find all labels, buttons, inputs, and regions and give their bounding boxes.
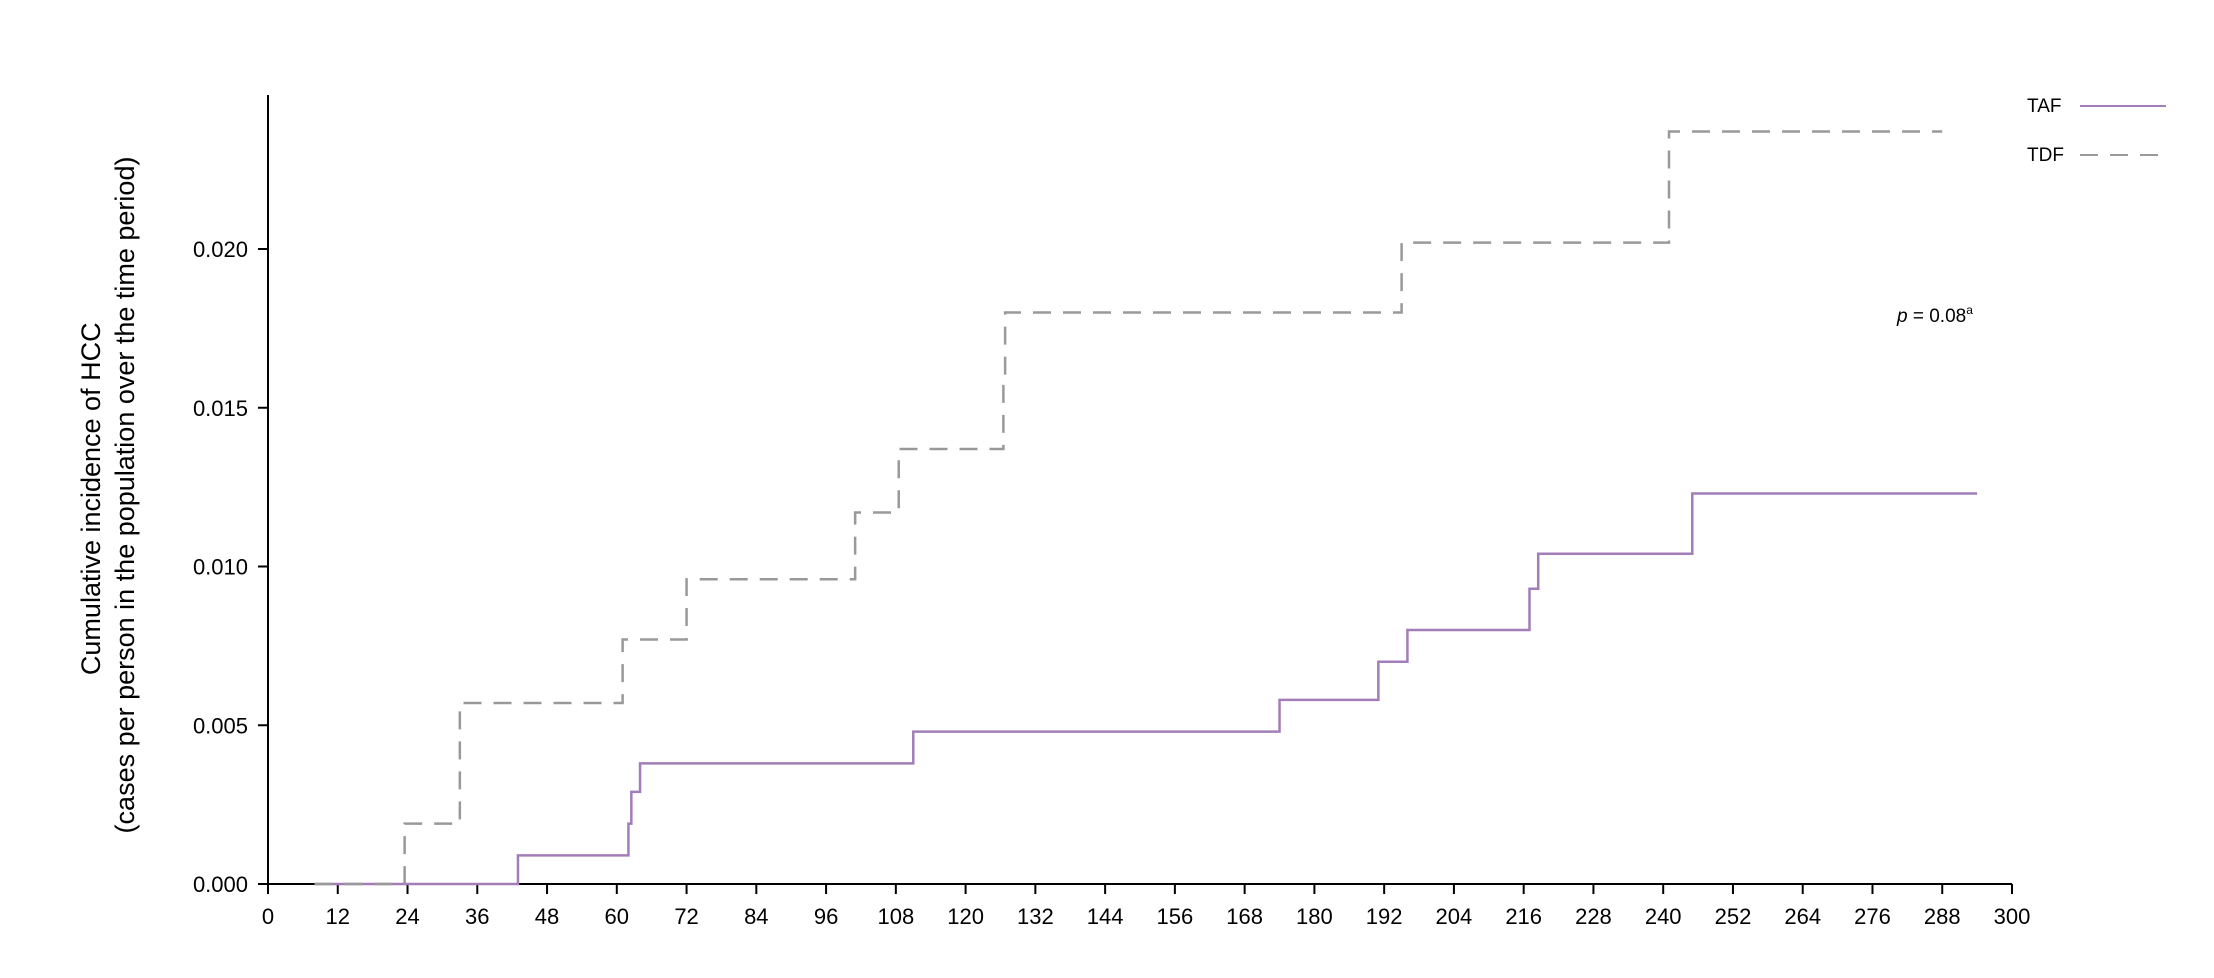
axes [267, 95, 2012, 885]
x-tick-label: 144 [1087, 904, 1124, 929]
series-layer [314, 130, 1978, 886]
y-tick-label: 0.000 [193, 872, 248, 897]
x-tick-label: 240 [1645, 904, 1682, 929]
x-tick-label: 228 [1575, 904, 1612, 929]
series-line-tdf [314, 130, 1943, 886]
y-tick-label: 0.020 [193, 237, 248, 262]
x-tick-label: 264 [1784, 904, 1821, 929]
x-tick-label: 180 [1296, 904, 1333, 929]
p-value-text: = 0.08 [1908, 306, 1967, 327]
x-tick-label: 132 [1017, 904, 1054, 929]
y-axis-title-line-2: (cases per person in the population over… [110, 157, 140, 834]
x-tick-label: 24 [395, 904, 419, 929]
p-value-superscript: a [1966, 303, 1973, 317]
legend: TAF TDF [2027, 96, 2166, 166]
x-tick-label: 168 [1226, 904, 1263, 929]
y-tick-label: 0.010 [193, 555, 248, 580]
y-tick-label: 0.005 [193, 713, 248, 738]
x-tick-label: 48 [535, 904, 559, 929]
x-tick-label: 36 [465, 904, 489, 929]
legend-label-taf: TAF [2027, 96, 2061, 117]
x-tick-label: 96 [814, 904, 838, 929]
y-axis-title: Cumulative incidence of HCC (cases per p… [76, 157, 140, 834]
x-tick-label: 288 [1924, 904, 1961, 929]
x-tick-label: 72 [674, 904, 698, 929]
p-value-annotation: p = 0.08a [1896, 303, 1973, 327]
x-tick-label: 120 [947, 904, 984, 929]
x-tick-label: 276 [1854, 904, 1891, 929]
x-tick-label: 12 [326, 904, 350, 929]
x-tick-label: 156 [1157, 904, 1194, 929]
x-tick-label: 252 [1715, 904, 1752, 929]
x-tick-label: 84 [744, 904, 768, 929]
series-line-taf [314, 492, 1978, 886]
y-tick-label: 0.015 [193, 396, 248, 421]
legend-item-tdf: TDF [2027, 145, 2166, 166]
x-axis-ticks: 0 12 24 36 48 60 72 84 96 108 120 132 144 156 168 180 19… [262, 884, 2030, 929]
p-value-symbol: p [1896, 306, 1908, 327]
x-tick-label: 60 [605, 904, 629, 929]
x-tick-label: 216 [1505, 904, 1542, 929]
x-tick-label: 108 [877, 904, 914, 929]
y-axis-ticks: 0.000 0.005 0.010 0.015 0.020 [193, 237, 268, 897]
x-tick-label: 300 [1994, 904, 2031, 929]
x-tick-label: 192 [1366, 904, 1403, 929]
legend-label-tdf: TDF [2027, 145, 2064, 166]
x-tick-label: 204 [1436, 904, 1473, 929]
legend-item-taf: TAF [2027, 96, 2166, 117]
y-axis-title-line-1: Cumulative incidence of HCC [76, 322, 106, 675]
x-tick-label: 0 [262, 904, 274, 929]
